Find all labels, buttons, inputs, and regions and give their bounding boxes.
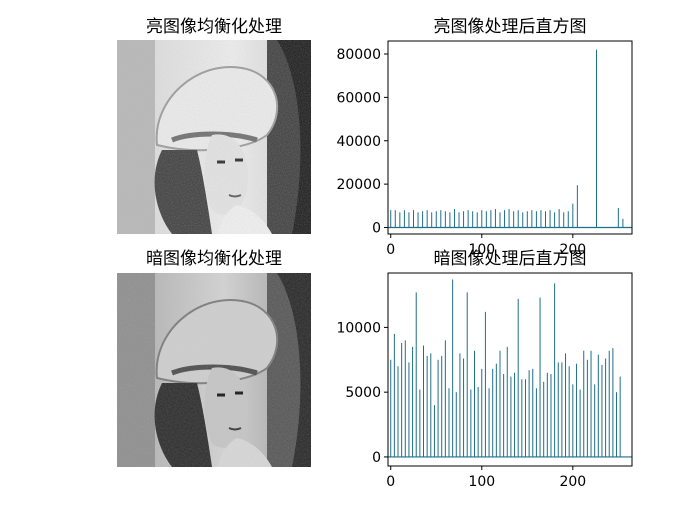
dark-histogram-y-tick-label: 0 [372, 450, 381, 466]
dark-histogram-y-tick-label: 5000 [345, 385, 381, 401]
bright-histogram-x-tick-label: 100 [468, 242, 495, 258]
dark-histogram-chart: 0 100 200 0 5000 10000 [336, 272, 633, 490]
dark-histogram-title: 暗图像处理后直方图 [433, 249, 587, 269]
bright-histogram-y-tick-label: 40000 [336, 134, 381, 150]
dark-histogram-x-tick-label: 0 [386, 474, 395, 490]
bright-histogram-chart: 0 100 200 0 20000 40000 60000 80000 [336, 40, 633, 258]
bright-histogram-y-tick-label: 80000 [336, 47, 381, 63]
bright-histogram-y-tick-label: 20000 [336, 177, 381, 193]
bright-histogram-y-tick-label: 0 [372, 220, 381, 236]
dark-equalized-image [117, 273, 311, 467]
bright-histogram-y-tick-label: 60000 [336, 90, 381, 106]
bright-image-title: 亮图像均衡化处理 [146, 17, 282, 37]
dark-histogram-x-tick-label: 100 [468, 474, 495, 490]
dark-histogram-x-tick-label: 200 [559, 474, 586, 490]
bright-histogram-x-tick-label: 200 [559, 242, 586, 258]
bright-equalized-image [117, 40, 311, 234]
dark-histogram-y-tick-label: 10000 [336, 320, 381, 336]
dark-image-title: 暗图像均衡化处理 [146, 249, 282, 269]
bright-histogram-x-tick-label: 0 [386, 242, 395, 258]
bright-histogram-axes-frame [387, 40, 633, 235]
bright-histogram-title: 亮图像处理后直方图 [433, 17, 587, 37]
dark-histogram-axes-frame [387, 272, 633, 467]
